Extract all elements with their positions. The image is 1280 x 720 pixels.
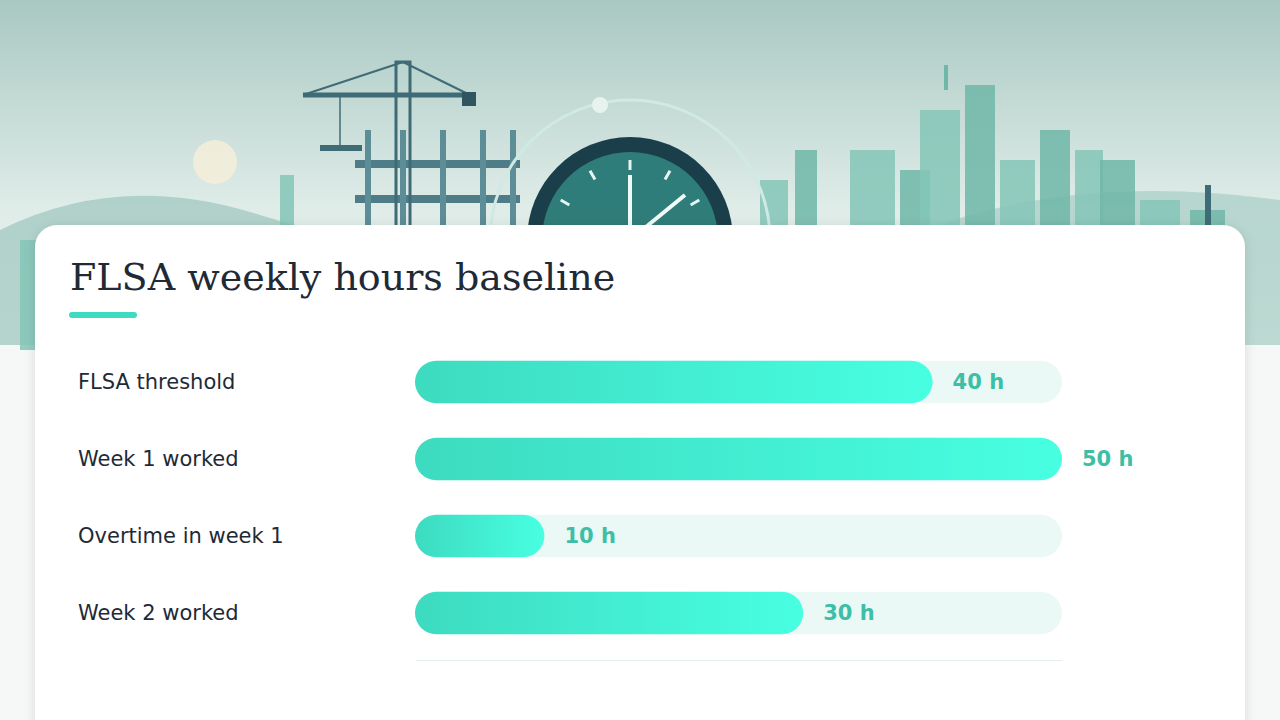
bar-track <box>415 515 1062 557</box>
category-labels: FLSA threshold Week 1 worked Overtime in w… <box>78 370 284 625</box>
crane-cable <box>303 62 403 95</box>
bar-track <box>415 438 1062 480</box>
sun <box>193 140 237 184</box>
crane-weight <box>462 92 476 106</box>
category-label: Overtime in week 1 <box>78 524 284 548</box>
data-label: 40 h <box>953 370 1005 394</box>
clock-tick <box>590 171 595 180</box>
x-axis <box>416 660 1063 661</box>
clock-tick <box>561 200 570 205</box>
antenna <box>944 65 948 90</box>
tracks <box>415 361 1062 634</box>
data-label: 50 h <box>1082 447 1134 471</box>
card <box>35 225 1245 720</box>
title-accent <box>69 312 137 318</box>
data-label: 30 h <box>823 601 875 625</box>
category-label: FLSA threshold <box>78 370 235 394</box>
bars <box>415 361 1062 634</box>
bar-track <box>415 592 1062 634</box>
clock-tick <box>691 200 700 205</box>
data-label: 10 h <box>564 524 616 548</box>
bar <box>415 361 933 403</box>
floor <box>355 160 520 168</box>
category-label: Week 1 worked <box>78 447 239 471</box>
data-labels: 40 h 50 h 10 h 30 h <box>564 370 1133 625</box>
bar <box>415 592 803 634</box>
x-axis-line <box>416 660 1063 661</box>
crane-cable <box>403 62 470 95</box>
bar <box>415 438 1062 480</box>
clock-tick <box>629 160 632 170</box>
category-label: Week 2 worked <box>78 601 239 625</box>
crane-load <box>320 145 362 151</box>
bar <box>415 515 544 557</box>
chart-root: FLSA weekly hours baseline FLSA threshold… <box>0 0 1280 720</box>
clock-tick <box>665 171 670 180</box>
crane-hook <box>339 95 341 145</box>
clock-dot <box>592 97 608 113</box>
crane-jib <box>303 93 470 98</box>
chart-title: FLSA weekly hours baseline <box>70 255 615 299</box>
bar-track <box>415 361 1062 403</box>
chart-svg: FLSA weekly hours baseline FLSA threshold… <box>0 0 1280 720</box>
